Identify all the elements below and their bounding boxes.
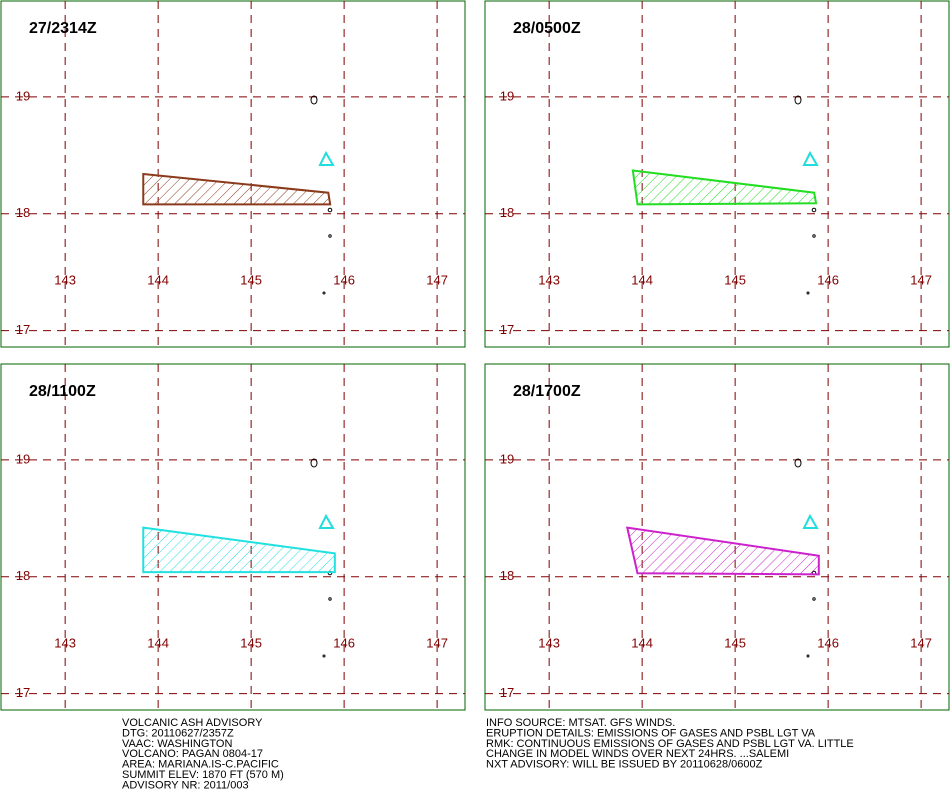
island: [322, 654, 326, 658]
lon-label: 146: [817, 272, 839, 287]
lon-label: 145: [724, 272, 746, 287]
panel-frame: [0, 363, 466, 711]
volcano-symbol: [802, 150, 819, 166]
lon-label: 147: [426, 635, 448, 650]
lon-label: 143: [54, 272, 76, 287]
advisory-line: DTG: 20110627/2357Z: [122, 727, 234, 739]
valid-time: 28/0500Z: [513, 20, 581, 37]
advisory-line: VOLCANIC ASH ADVISORY: [122, 717, 263, 729]
ash-cloud: [142, 526, 336, 574]
advisory-line: SUMMIT ELEV: 1870 FT (570 M): [122, 769, 284, 781]
lon-label: 146: [817, 635, 839, 650]
island: [310, 458, 318, 468]
island: [811, 207, 817, 213]
map-panel: 143 144 145 146 147 17 18 19 28/1700Z: [484, 363, 950, 711]
lat-label: 19: [500, 88, 514, 103]
lon-label: 146: [333, 272, 355, 287]
advisory-line: AREA: MARIANA.IS-C.PACIFIC: [122, 759, 279, 771]
map-panel: 143 144 145 146 147 17 18 19 28/1100Z: [0, 363, 466, 711]
advisory-line: ERUPTION DETAILS: EMISSIONS OF GASES AND…: [486, 727, 816, 739]
ash-cloud: [142, 172, 332, 206]
island: [812, 234, 816, 238]
advisory-line: INFO SOURCE: MTSAT. GFS WINDS.: [486, 717, 675, 729]
island: [328, 597, 332, 601]
lon-label: 144: [631, 635, 653, 650]
valid-time: 28/1100Z: [29, 383, 96, 400]
lon-label: 145: [240, 272, 262, 287]
island: [806, 654, 810, 658]
map-panel: 143 144 145 146 147 17 18 19 28/0500Z: [484, 0, 950, 348]
ash-cloud: [625, 526, 820, 576]
lat-label: 18: [16, 205, 30, 220]
lat-label: 19: [16, 88, 30, 103]
map-panel: 143 144 145 146 147 17 18 19 27/2314Z: [0, 0, 466, 348]
lon-label: 147: [910, 635, 932, 650]
island: [794, 458, 802, 468]
lon-label: 144: [631, 272, 653, 287]
lon-label: 144: [147, 272, 169, 287]
island: [812, 597, 816, 601]
lon-label: 147: [426, 272, 448, 287]
island: [310, 95, 318, 105]
lon-label: 144: [147, 635, 169, 650]
island: [794, 95, 802, 105]
advisory-line: VOLCANO: PAGAN 0804-17: [122, 748, 263, 760]
lon-label: 145: [724, 635, 746, 650]
island: [322, 291, 326, 295]
lat-label: 17: [16, 322, 30, 337]
lat-label: 17: [16, 685, 30, 700]
ash-cloud: [631, 169, 818, 206]
panel-frame: [484, 363, 950, 711]
island: [328, 234, 332, 238]
panel-frame: [484, 0, 950, 348]
panel-frame: [0, 0, 466, 348]
valid-time: 28/1700Z: [513, 383, 581, 400]
advisory-line: CHANGE IN MODEL WINDS OVER NEXT 24HRS. .…: [486, 748, 789, 760]
advisory-line: ADVISORY NR: 2011/003: [122, 779, 249, 791]
lat-label: 19: [500, 451, 514, 466]
valid-time: 27/2314Z: [29, 20, 97, 37]
island: [806, 291, 810, 295]
advisory-line: NXT ADVISORY: WILL BE ISSUED BY 20110628…: [486, 759, 763, 771]
volcano-symbol: [318, 150, 335, 166]
lat-label: 18: [16, 568, 30, 583]
volcano-symbol: [318, 513, 335, 529]
lon-label: 145: [240, 635, 262, 650]
advisory-line: VAAC: WASHINGTON: [122, 738, 232, 750]
lon-label: 146: [333, 635, 355, 650]
lon-label: 143: [54, 635, 76, 650]
lat-label: 19: [16, 451, 30, 466]
lon-label: 143: [538, 635, 560, 650]
lat-label: 17: [500, 685, 514, 700]
lat-label: 17: [500, 322, 514, 337]
lon-label: 147: [910, 272, 932, 287]
island: [327, 207, 333, 213]
advisory-line: RMK: CONTINUOUS EMISSIONS OF GASES AND P…: [486, 738, 854, 750]
lat-label: 18: [500, 205, 514, 220]
volcano-symbol: [802, 513, 819, 529]
lon-label: 143: [538, 272, 560, 287]
lat-label: 18: [500, 568, 514, 583]
